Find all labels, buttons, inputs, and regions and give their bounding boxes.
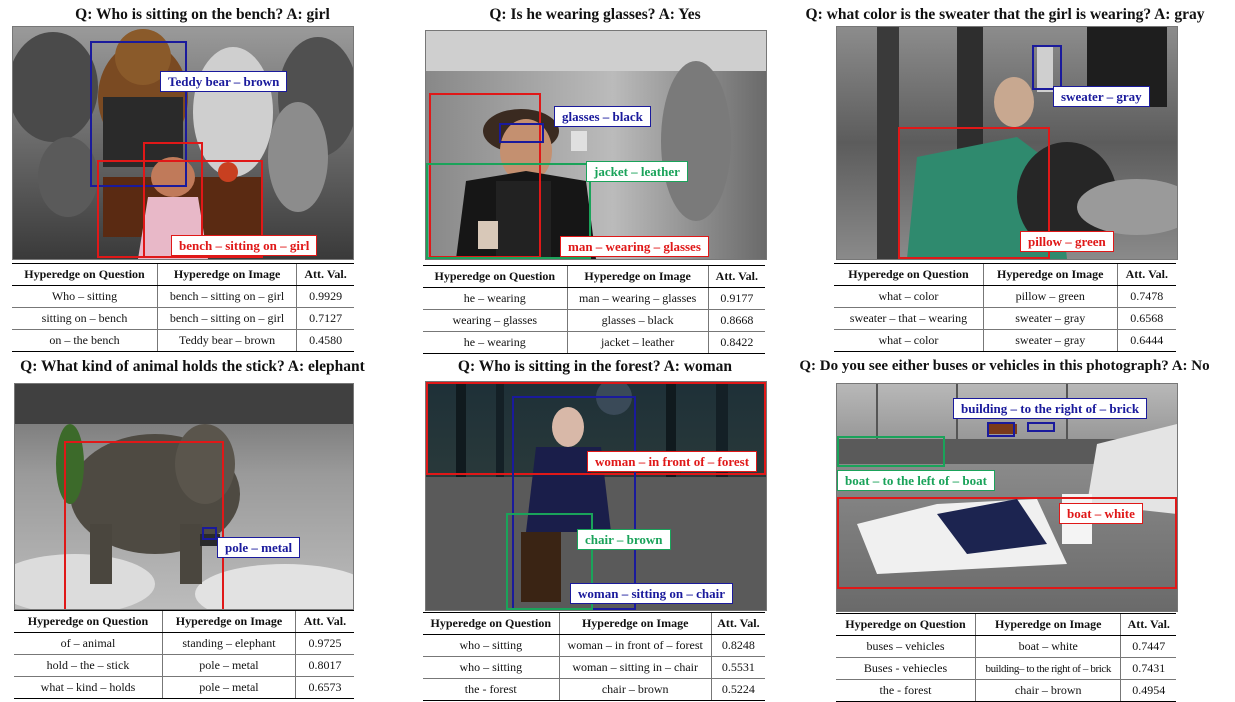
th-question: Hyperedge on Question (12, 263, 158, 286)
table-row: wearing – glasses glasses – black 0.8668 (423, 309, 765, 332)
label-sweater: sweater – gray (1053, 86, 1150, 107)
panel-6: Q: Do you see either buses or vehicles i… (775, 350, 1235, 702)
table-row: he – wearing man – wearing – glasses 0.917… (423, 287, 765, 310)
label-man-glasses: man – wearing – glasses (560, 236, 709, 257)
image-glasses: glasses – black jacket – leather man – w… (425, 30, 767, 260)
attention-table-4: Hyperedge on Question Hyperedge on Image A… (14, 610, 354, 699)
label-glasses: glasses – black (554, 106, 651, 127)
th-question: Hyperedge on Question (836, 613, 976, 636)
table-row: who – sitting woman – sitting in – chair 0… (423, 656, 765, 679)
table-row: of – animal standing – elephant 0.9725 (14, 632, 354, 655)
image-boats: building – to the right of – brick boat … (836, 383, 1178, 612)
image-sweater: sweater – gray pillow – green (836, 26, 1178, 260)
label-building: building – to the right of – brick (953, 398, 1148, 419)
th-att: Att. Val. (296, 263, 354, 286)
image-forest: woman – in front of – forest chair – bro… (425, 381, 767, 611)
panel-3: Q: what color is the sweater that the gi… (775, 0, 1235, 352)
label-woman-chair: woman – sitting on – chair (570, 583, 733, 604)
image-bench: Teddy bear – brown bench – sitting on – … (12, 26, 354, 260)
table-row: on – the bench Teddy bear – brown 0.4580 (12, 329, 354, 352)
table-row: who – sitting woman – in front of – fores… (423, 634, 765, 657)
th-image: Hyperedge on Image (156, 263, 297, 286)
table-row: buses – vehicles boat – white 0.7447 (836, 635, 1176, 658)
image-elephant: pole – metal standing – elephant (14, 383, 354, 610)
question-4: Q: What kind of animal holds the stick? … (20, 358, 365, 375)
panel-5: Q: Who is sitting in the forest? A: woma… (415, 350, 775, 701)
table-row: hold – the – stick pole – metal 0.8017 (14, 654, 354, 677)
th-question: Hyperedge on Question (14, 610, 163, 633)
question-2: Q: Is he wearing glasses? A: Yes (489, 6, 701, 23)
bbox-pillow (898, 127, 1050, 259)
th-att: Att. Val. (1120, 613, 1176, 636)
panel-2: Q: Is he wearing glasses? A: Yes glasses… (415, 0, 775, 354)
table-row: what – color pillow – green 0.7478 (834, 285, 1176, 308)
th-question: Hyperedge on Question (423, 612, 560, 635)
attention-table-2: Hyperedge on Question Hyperedge on Image A… (423, 265, 765, 354)
table-row: Buses - vehiecles building– to the right … (836, 657, 1176, 680)
question-5: Q: Who is sitting in the forest? A: woma… (457, 358, 733, 375)
label-woman-forest: woman – in front of – forest (587, 451, 758, 472)
th-att: Att. Val. (707, 265, 765, 288)
bbox-jacket (426, 163, 591, 259)
bbox-bench (97, 160, 263, 258)
label-boat-white: boat – white (1059, 503, 1143, 524)
table-row: he – wearing jacket – leather 0.8422 (423, 331, 765, 354)
label-teddy-bear: Teddy bear – brown (160, 71, 288, 92)
bbox-building (987, 422, 1015, 437)
th-att: Att. Val. (710, 612, 765, 635)
bbox-pole (202, 527, 217, 540)
table-row: sweater – that – wearing sweater – gray 0.… (834, 307, 1176, 330)
question-3: Q: what color is the sweater that the gi… (805, 6, 1205, 23)
label-bench-girl: bench – sitting on – girl (171, 235, 318, 256)
th-image: Hyperedge on Image (974, 613, 1121, 636)
th-question: Hyperedge on Question (834, 263, 984, 286)
bbox-boat-white (837, 497, 1177, 589)
panel-4: Q: What kind of animal holds the stick? … (0, 350, 405, 700)
table-row: what – color sweater – gray 0.6444 (834, 329, 1176, 352)
th-image: Hyperedge on Image (162, 610, 296, 633)
th-image: Hyperedge on Image (566, 265, 709, 288)
attention-table-5: Hyperedge on Question Hyperedge on Image A… (423, 612, 765, 701)
table-row: Who – sitting bench – sitting on – girl 0.… (12, 285, 354, 308)
label-jacket: jacket – leather (586, 161, 688, 182)
question-6: Q: Do you see either buses or vehicles i… (799, 358, 1210, 374)
table-row: the - forest chair – brown 0.4954 (836, 679, 1176, 702)
table-row: sitting on – bench bench – sitting on – g… (12, 307, 354, 330)
bbox-glasses (499, 123, 544, 143)
bbox-forest (426, 382, 766, 475)
bbox-teddy-bear (90, 41, 187, 187)
attention-table-1: Hyperedge on Question Hyperedge on Image A… (12, 263, 354, 352)
th-question: Hyperedge on Question (423, 265, 568, 288)
label-chair: chair – brown (577, 529, 671, 550)
th-image: Hyperedge on Image (982, 263, 1118, 286)
bbox-boat-left (837, 436, 945, 467)
th-att: Att. Val. (294, 610, 354, 633)
bbox-brick (1027, 422, 1055, 432)
attention-table-3: Hyperedge on Question Hyperedge on Image A… (834, 263, 1176, 352)
bbox-elephant (64, 441, 224, 609)
bbox-sweater (1032, 45, 1062, 90)
bbox-chair (506, 513, 593, 610)
panel-1: Q: Who is sitting on the bench? A: girl … (0, 0, 405, 352)
attention-table-6: Hyperedge on Question Hyperedge on Image A… (836, 613, 1176, 702)
table-row: what – kind – holds pole – metal 0.6573 (14, 676, 354, 699)
label-pole: pole – metal (217, 537, 301, 558)
label-boat-left: boat – to the left of – boat (837, 470, 995, 491)
table-row: the - forest chair – brown 0.5224 (423, 678, 765, 701)
label-pillow: pillow – green (1020, 231, 1114, 252)
th-att: Att. Val. (1116, 263, 1176, 286)
question-1: Q: Who is sitting on the bench? A: girl (75, 6, 330, 23)
th-image: Hyperedge on Image (558, 612, 712, 635)
